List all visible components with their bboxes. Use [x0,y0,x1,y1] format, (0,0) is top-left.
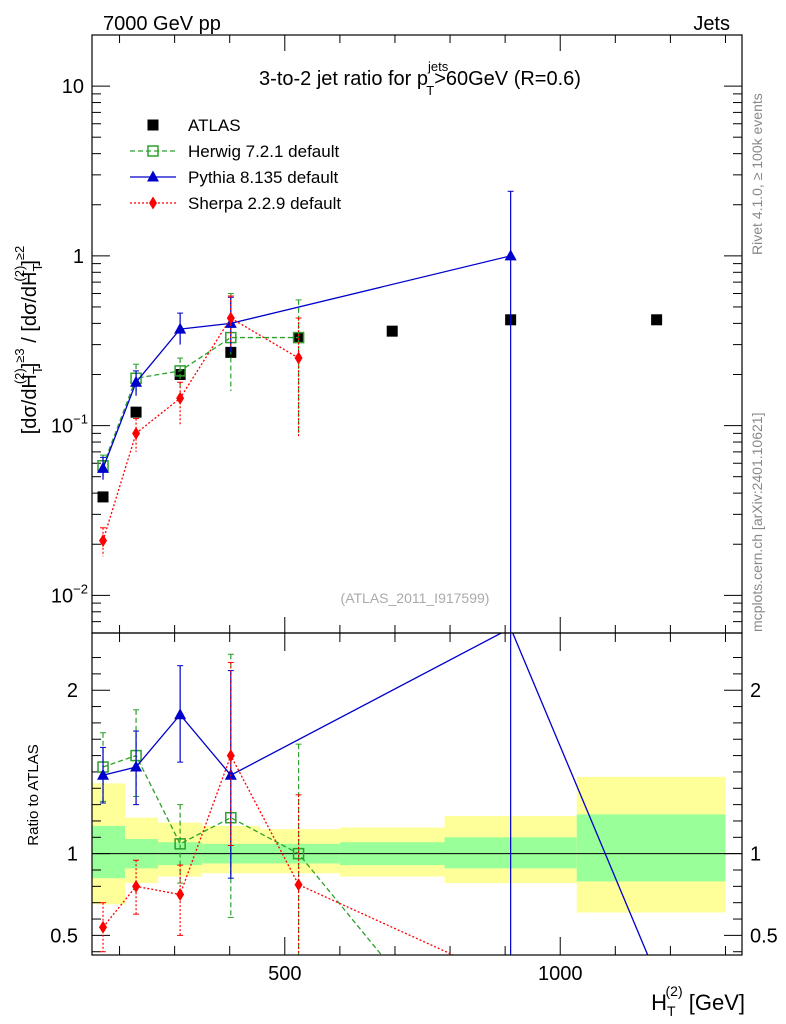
data-point-sherpa [176,391,185,405]
data-point-pythia [174,322,187,334]
analysis-watermark: (ATLAS_2011_I917599) [341,590,490,606]
ratio-point-sherpa [132,879,141,893]
top-y-tick-label: 1 [73,246,84,268]
ratio-point-sherpa [99,920,108,934]
data-point-sherpa [226,311,235,325]
data-point-pythia [97,461,110,473]
data-point-sherpa [132,426,141,440]
ratio-y-tick-label-right: 1 [750,844,761,866]
ratio-point-pythia [97,768,110,780]
data-point-atlas [130,406,142,418]
legend-entry-atlas: ATLAS [147,116,241,135]
ratio-uncertainty-bands [92,776,742,913]
ratio-point-pythia [174,708,187,720]
legend-label-sherpa: Sherpa 2.2.9 default [188,194,341,213]
data-point-atlas [97,491,109,503]
data-point-herwig [174,365,186,377]
ratio-point-sherpa [294,878,303,892]
ratio-series-pythia [97,633,649,955]
legend-marker-atlas [147,119,159,131]
header-right-label: Jets [693,13,730,35]
ratio-panel-frame [91,632,743,956]
ratio-y-axis-label: Ratio to ATLAS [25,744,42,845]
top-y-tick-label: 10 [62,76,84,98]
series-atlas [97,314,663,503]
rivet-version-label: Rivet 4.1.0, ≥ 100k events [749,93,765,255]
svg-text:[dσ/dHT(2)]≥3 / [dσ/dHT(2)]≥2: [dσ/dHT(2)]≥3 / [dσ/dHT(2)]≥2 [12,246,45,435]
band-inner-7 [576,814,726,882]
x-axis-label: HT(2) [GeV] [651,983,745,1019]
top-y-tick-label: 10−2 [51,581,88,607]
x-tick-label: 500 [268,963,301,985]
top-data-series [97,190,663,633]
header-left-label: 7000 GeV pp [103,13,221,35]
legend-entry-herwig: Herwig 7.2.1 default [130,142,339,161]
data-point-atlas [386,325,398,337]
data-point-sherpa [99,534,108,548]
top-y-tick-label: 10−1 [51,412,88,438]
legend-entry-sherpa: Sherpa 2.2.9 default [130,194,341,213]
ratio-y-tick-label-right: 2 [750,680,761,702]
series-line-pythia [102,255,511,469]
ratio-point-pythia [130,760,143,772]
legend-marker-pythia [147,170,159,182]
series-pythia [97,190,517,633]
data-point-atlas [651,314,663,326]
series-line-herwig [102,336,299,466]
series-herwig [97,293,305,477]
legend-marker-sherpa [149,196,157,210]
top-y-axis-label: [dσ/dHT(2)]≥3 / [dσ/dHT(2)]≥2 [12,246,45,435]
legend-label-herwig: Herwig 7.2.1 default [188,142,339,161]
legend-marker-herwig [147,145,159,157]
data-point-sherpa [294,351,303,365]
ratio-point-sherpa [226,749,235,763]
ratio-y-tick-label-right: 0.5 [750,925,778,947]
mcplots-label: mcplots.cern.ch [arXiv:2401.10621] [749,413,765,632]
ratio-point-pythia [224,768,237,780]
series-line-sherpa [102,317,299,541]
ratio-line-herwig [102,754,383,955]
legend-label-pythia: Pythia 8.135 default [188,168,339,187]
ratio-series-sherpa [99,661,455,955]
panel-frames [91,34,743,956]
x-tick-label: 1000 [538,963,583,985]
ratio-line-pythia [102,633,649,955]
ratio-y-tick-label-left: 2 [67,680,78,702]
band-inner-0 [92,825,126,879]
ratio-y-tick-label-left: 1 [67,844,78,866]
top-axis-ticks: 10−2 10−1 1 10 [51,34,742,634]
bottom-axis-ticks: 0.5 0.5 1 1 2 2 500 1000 [50,633,778,985]
ratio-point-sherpa [176,888,185,902]
ratio-y-tick-label-left: 0.5 [50,925,78,947]
series-sherpa [99,295,303,557]
data-point-pythia [130,375,143,387]
legend-label-atlas: ATLAS [188,116,241,135]
ratio-data-series [97,633,649,955]
plot-title: 3-to-2 jet ratio for pjets T>60GeV (R=0.6… [259,59,581,98]
ratio-line-sherpa [102,753,455,955]
ratio-point-herwig [174,838,186,850]
legend-entry-pythia: Pythia 8.135 default [130,168,339,187]
data-point-pythia [504,249,517,261]
legend: ATLAS Herwig 7.2.1 default Pythia 8.135 de… [130,116,341,213]
ratio-series-herwig [97,653,383,955]
